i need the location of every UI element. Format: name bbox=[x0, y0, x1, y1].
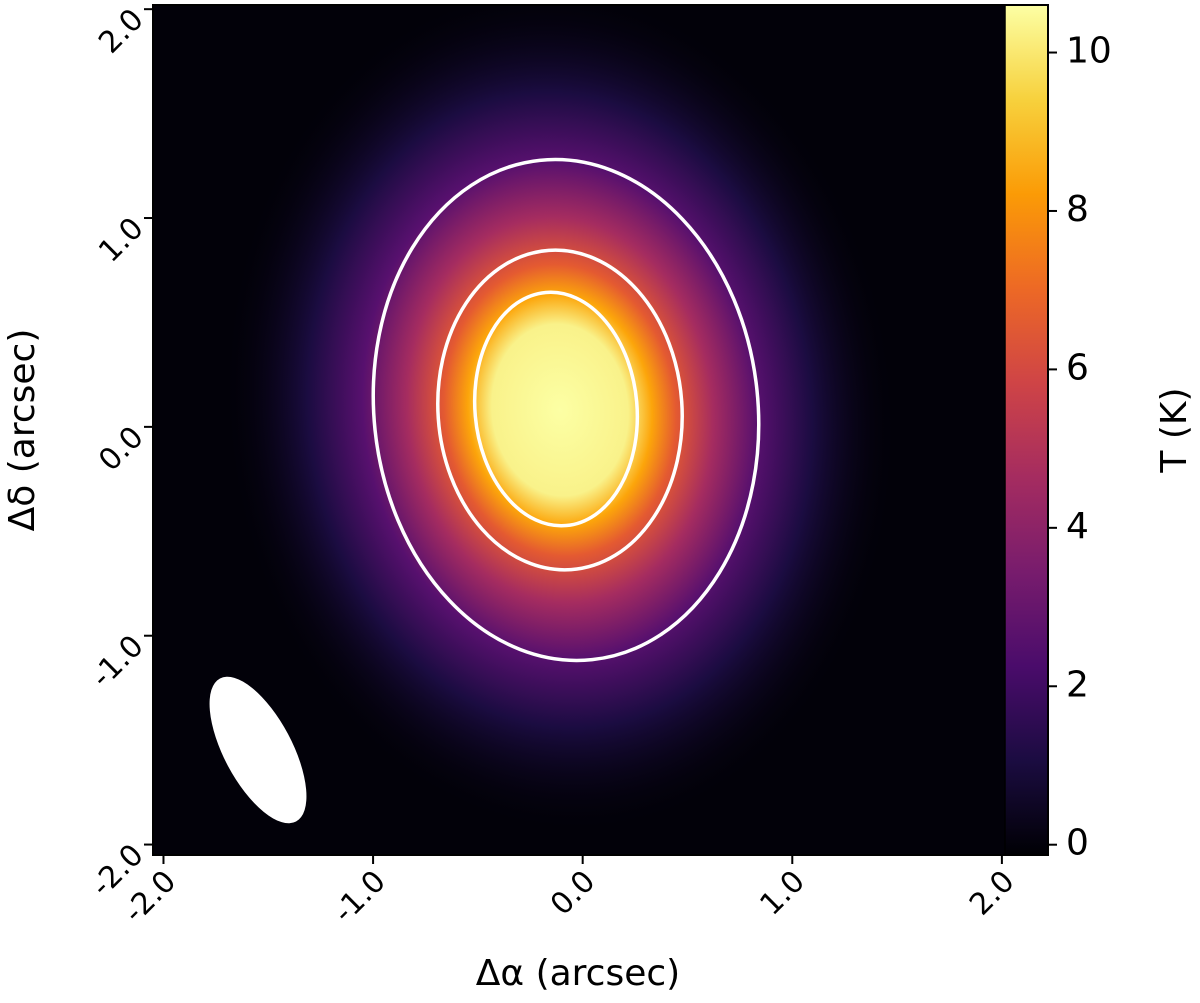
y-tick-label: 2.0 bbox=[92, 2, 150, 60]
x-tick-label: 1.0 bbox=[753, 864, 811, 922]
colorbar bbox=[1005, 5, 1048, 855]
colorbar-tick-label: 10 bbox=[1066, 31, 1112, 72]
colorbar-tick-label: 0 bbox=[1066, 823, 1089, 864]
x-tick-label: -1.0 bbox=[327, 864, 393, 930]
image bbox=[153, 5, 1005, 855]
y-tick-label: -1.0 bbox=[85, 629, 151, 695]
colorbar-tick-label: 4 bbox=[1066, 506, 1089, 547]
x-tick-label: 0.0 bbox=[544, 864, 602, 922]
contour bbox=[371, 157, 761, 663]
y-tick-label: 0.0 bbox=[92, 420, 150, 478]
colorbar-label: T (K) bbox=[1154, 387, 1195, 473]
y-axis-label: Δδ (arcsec) bbox=[2, 329, 43, 532]
colorbar-tick-label: 8 bbox=[1066, 189, 1089, 230]
x-axis-label: Δα (arcsec) bbox=[476, 953, 680, 994]
colorbar-tick-label: 6 bbox=[1066, 347, 1089, 388]
contour bbox=[472, 290, 640, 528]
beam bbox=[209, 676, 307, 824]
y-tick-label: 1.0 bbox=[92, 211, 150, 269]
contour bbox=[436, 248, 684, 572]
x-tick-label: 2.0 bbox=[963, 864, 1021, 922]
emission bbox=[218, 5, 902, 840]
axes-frame bbox=[152, 4, 1049, 856]
colorbar-tick-label: 2 bbox=[1066, 664, 1089, 705]
